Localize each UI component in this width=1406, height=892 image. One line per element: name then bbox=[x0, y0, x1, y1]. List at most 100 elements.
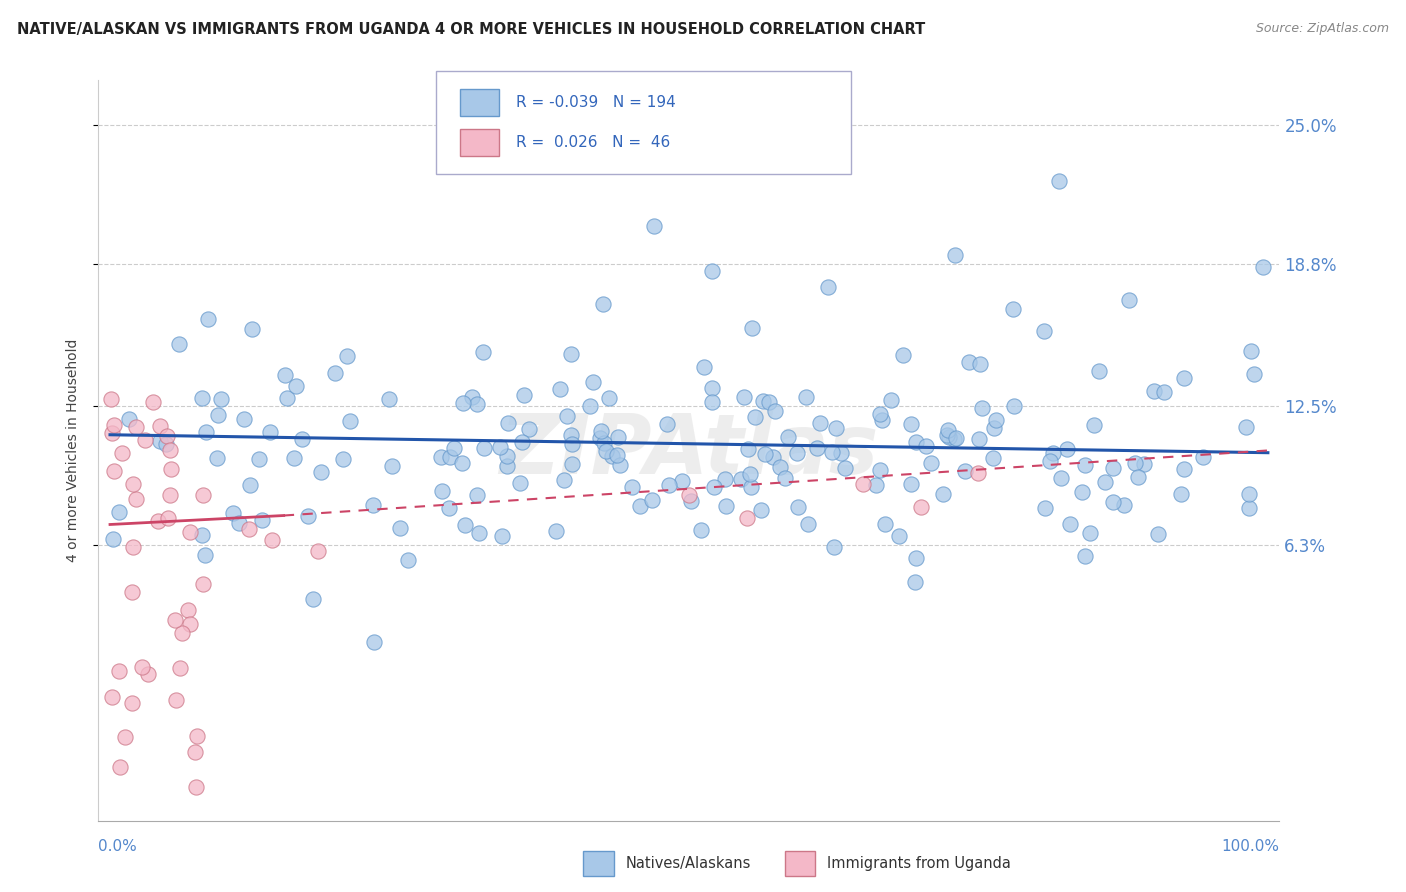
Point bbox=[592, 435, 614, 450]
Point bbox=[595, 444, 617, 458]
Point bbox=[1059, 516, 1081, 531]
Point bbox=[311, 466, 333, 480]
Point bbox=[953, 464, 976, 478]
Point bbox=[489, 440, 512, 454]
Text: R =  0.026   N =  46: R = 0.026 N = 46 bbox=[516, 136, 671, 150]
Point bbox=[149, 419, 172, 434]
Point bbox=[560, 347, 582, 361]
Point bbox=[1192, 450, 1215, 464]
Point bbox=[165, 692, 187, 706]
Point bbox=[806, 441, 828, 455]
Point bbox=[1039, 454, 1062, 468]
Point bbox=[451, 456, 474, 470]
Point bbox=[678, 488, 700, 502]
Point bbox=[378, 392, 401, 406]
Point bbox=[232, 412, 254, 426]
Point bbox=[1088, 364, 1111, 378]
Point bbox=[156, 510, 179, 524]
Point bbox=[904, 575, 927, 590]
Point bbox=[561, 437, 583, 451]
Point bbox=[302, 591, 325, 606]
Point bbox=[943, 432, 966, 446]
Point bbox=[165, 613, 187, 627]
Point bbox=[238, 522, 260, 536]
Point bbox=[1143, 384, 1166, 398]
Point bbox=[1002, 399, 1025, 413]
Point bbox=[560, 427, 582, 442]
Point bbox=[703, 480, 725, 494]
Point bbox=[655, 417, 678, 431]
Point bbox=[752, 394, 775, 409]
Point bbox=[967, 432, 990, 446]
Point bbox=[984, 413, 1007, 427]
Point bbox=[1133, 457, 1156, 471]
Point bbox=[239, 477, 262, 491]
Point bbox=[228, 516, 250, 531]
Point bbox=[589, 431, 612, 445]
Point bbox=[388, 521, 411, 535]
Point bbox=[156, 429, 179, 443]
Point bbox=[323, 367, 346, 381]
Point bbox=[981, 451, 1004, 466]
Point bbox=[297, 509, 319, 524]
Point bbox=[544, 524, 567, 538]
Point bbox=[167, 337, 190, 351]
Point bbox=[454, 517, 477, 532]
Text: Natives/Alaskans: Natives/Alaskans bbox=[626, 856, 751, 871]
Point bbox=[107, 505, 129, 519]
Point bbox=[733, 391, 755, 405]
Point bbox=[339, 414, 361, 428]
Point bbox=[905, 435, 928, 450]
Point bbox=[1056, 442, 1078, 457]
Point bbox=[983, 421, 1005, 435]
Point bbox=[396, 553, 419, 567]
Point bbox=[191, 391, 214, 405]
Point bbox=[870, 413, 893, 427]
Point bbox=[935, 428, 957, 442]
Point bbox=[103, 417, 125, 432]
Point bbox=[620, 480, 643, 494]
Point bbox=[794, 391, 817, 405]
Point bbox=[762, 450, 785, 465]
Point bbox=[1002, 302, 1025, 317]
Point bbox=[197, 311, 219, 326]
Point bbox=[749, 503, 772, 517]
Point bbox=[967, 466, 990, 480]
Point bbox=[957, 354, 980, 368]
Point bbox=[108, 759, 131, 773]
Point bbox=[134, 434, 156, 448]
Point bbox=[336, 349, 359, 363]
Point bbox=[1070, 484, 1092, 499]
Point bbox=[1094, 475, 1116, 490]
Point bbox=[472, 442, 495, 456]
Point bbox=[920, 456, 942, 470]
Point bbox=[606, 430, 628, 444]
Point bbox=[900, 417, 922, 432]
Point bbox=[915, 438, 938, 452]
Point bbox=[468, 525, 491, 540]
Point bbox=[509, 475, 531, 490]
Point bbox=[825, 421, 848, 435]
Point bbox=[643, 219, 665, 233]
Point bbox=[118, 412, 141, 426]
Point bbox=[891, 348, 914, 362]
Point bbox=[285, 379, 308, 393]
Point bbox=[598, 392, 620, 406]
Point bbox=[817, 279, 839, 293]
Point bbox=[1078, 525, 1101, 540]
Point bbox=[769, 460, 792, 475]
Point bbox=[496, 450, 519, 464]
Point bbox=[880, 392, 903, 407]
Point bbox=[101, 690, 124, 704]
Point bbox=[786, 446, 808, 460]
Point bbox=[591, 424, 613, 438]
Point bbox=[103, 464, 125, 478]
Point bbox=[1073, 549, 1095, 563]
Text: NATIVE/ALASKAN VS IMMIGRANTS FROM UGANDA 4 OR MORE VEHICLES IN HOUSEHOLD CORRELA: NATIVE/ALASKAN VS IMMIGRANTS FROM UGANDA… bbox=[17, 22, 925, 37]
Point bbox=[1083, 418, 1105, 433]
Point bbox=[938, 429, 960, 443]
Point bbox=[179, 616, 201, 631]
Point bbox=[191, 576, 214, 591]
Text: R = -0.039   N = 194: R = -0.039 N = 194 bbox=[516, 95, 676, 110]
Point bbox=[332, 451, 354, 466]
